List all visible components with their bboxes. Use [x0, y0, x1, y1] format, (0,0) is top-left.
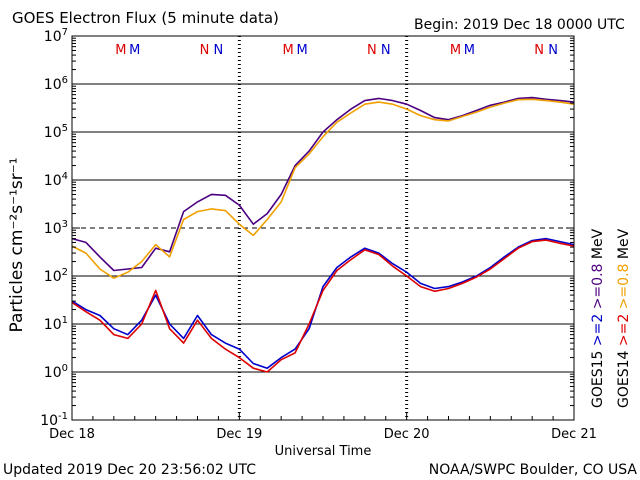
legend-item: MeV	[590, 228, 606, 263]
y-tick-label: 10-1	[40, 411, 68, 429]
y-axis-ticks: 10-1 100 101 102 103 104 105 106 107	[40, 27, 574, 429]
series-line	[71, 96, 575, 272]
orbit-marker-label: N	[367, 43, 377, 58]
y-tick-label: 100	[44, 363, 68, 381]
x-tick-label: Dec 21	[551, 427, 597, 442]
series-line	[71, 237, 575, 370]
legend-item: >=2	[616, 314, 632, 351]
x-tick-label: Dec 19	[216, 427, 262, 442]
credit-line: NOAA/SWPC Boulder, CO USA	[429, 462, 638, 478]
series-line	[71, 239, 575, 373]
y-tick-label: 102	[44, 267, 68, 285]
x-axis-ticks: Dec 18 Dec 19 Dec 20 Dec 21	[49, 412, 597, 442]
legend-entry: GOES14 >=2 >=0.8 MeV	[616, 228, 632, 408]
y-tick-label: 106	[44, 75, 68, 93]
legend-item: GOES15	[590, 351, 606, 408]
y-tick-label: 104	[44, 171, 68, 189]
x-axis-label: Universal Time	[275, 444, 372, 459]
legend-entry: GOES15 >=2 >=0.8 MeV	[590, 228, 606, 408]
day-markers	[237, 36, 409, 420]
grid-lines	[72, 83, 574, 373]
orbit-marker-label: N	[548, 43, 558, 58]
orbit-marker-label: M	[129, 43, 140, 58]
legend-item: GOES14	[616, 350, 632, 408]
orbit-marker-label: M	[283, 43, 294, 58]
x-tick-label: Dec 18	[49, 427, 95, 442]
x-tick-label: Dec 20	[384, 427, 430, 442]
orbit-marker-label: N	[534, 43, 544, 58]
legend-item: >=2	[590, 314, 606, 351]
y-tick-label: 101	[44, 315, 68, 333]
legend-item: MeV	[616, 228, 632, 263]
series-lines	[71, 96, 575, 373]
legend-item: >=0.8	[590, 264, 606, 314]
y-tick-label: 107	[44, 27, 68, 45]
chart-title: GOES Electron Flux (5 minute data)	[12, 9, 279, 27]
series-line	[71, 98, 575, 280]
orbit-marker-label: N	[214, 43, 224, 58]
orbit-marker-label: M	[464, 43, 475, 58]
orbit-marker-label: M	[450, 43, 461, 58]
y-tick-label: 103	[44, 219, 68, 237]
y-axis-label: Particles cm⁻²s⁻¹sr⁻¹	[7, 157, 27, 332]
orbit-marker-label: N	[381, 43, 391, 58]
updated-timestamp: Updated 2019 Dec 20 23:56:02 UTC	[3, 462, 256, 478]
begin-date: Begin: 2019 Dec 18 0000 UTC	[414, 17, 625, 33]
orbit-marker-label: N	[200, 43, 210, 58]
orbit-marker-label: M	[115, 43, 126, 58]
y-tick-label: 105	[44, 123, 68, 141]
legend-item: >=0.8	[616, 264, 632, 314]
orbit-marker-label: M	[296, 43, 307, 58]
